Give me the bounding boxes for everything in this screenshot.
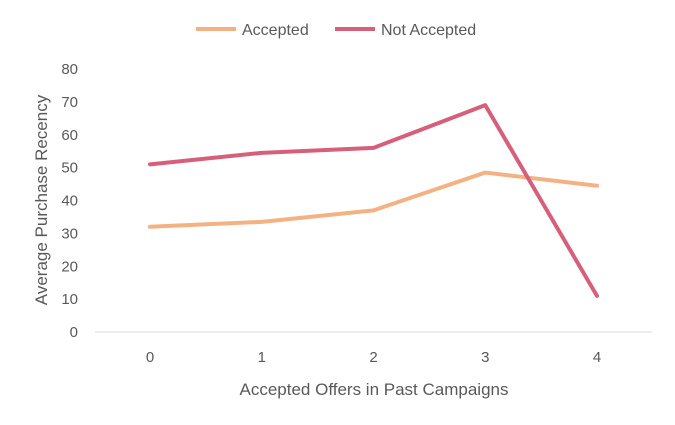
y-tick-label: 50 — [61, 160, 78, 177]
series-lines — [148, 103, 599, 298]
x-axis-title: Accepted Offers in Past Campaigns — [240, 380, 509, 399]
x-tick-label: 4 — [593, 349, 601, 366]
y-tick-label: 70 — [61, 94, 78, 111]
legend: Accepted Not Accepted — [196, 22, 476, 39]
y-tick-label: 10 — [61, 291, 78, 308]
y-tick-label: 20 — [61, 258, 78, 275]
legend-label: Accepted — [242, 22, 309, 39]
x-tick-label: 3 — [481, 349, 489, 366]
y-tick-label: 0 — [70, 324, 78, 341]
y-tick-label: 80 — [61, 61, 78, 78]
x-tick-label: 2 — [369, 349, 377, 366]
x-tick-label: 1 — [258, 349, 266, 366]
y-tick-label: 30 — [61, 225, 78, 242]
x-tick-label: 0 — [146, 349, 154, 366]
legend-label: Not Accepted — [381, 22, 476, 39]
series-line-not-accepted — [148, 103, 599, 298]
y-tick-label: 40 — [61, 193, 78, 210]
y-axis-tick-labels: 0 10 20 30 40 50 60 70 80 — [61, 61, 78, 341]
y-axis-title: Average Purchase Recency — [32, 94, 51, 305]
y-tick-label: 60 — [61, 127, 78, 144]
x-axis-tick-labels: 0 1 2 3 4 — [146, 349, 601, 366]
